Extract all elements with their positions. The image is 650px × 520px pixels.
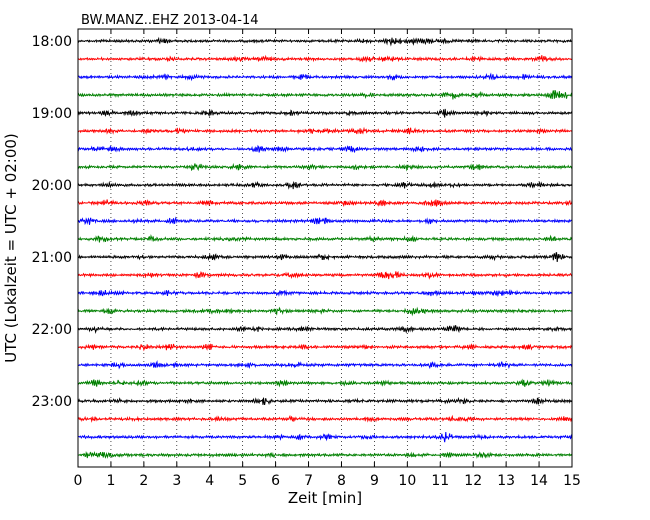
seismogram-trace [77,199,573,208]
seismogram-trace [77,108,573,118]
seismogram-trace [77,216,573,226]
x-tick-label: 9 [370,473,379,489]
seismogram-trace [77,289,573,298]
y-tick-label: 20:00 [32,178,72,194]
seismogram-trace [77,126,573,135]
seismogram-trace [77,144,573,154]
x-tick-label: 7 [304,473,313,489]
y-axis: 18:00 19:00 20:00 21:00 22:00 23:00 [32,34,572,410]
x-tick-label: 5 [238,473,247,489]
seismogram-trace [77,378,573,388]
plot-frame [77,28,573,468]
y-tick-label: 21:00 [32,250,72,266]
x-tick-label: 14 [530,473,548,489]
seismogram-trace [77,359,573,370]
trace-group [77,36,573,459]
x-tick-label: 4 [205,473,214,489]
x-tick-label: 8 [337,473,346,489]
x-axis: 0 1 2 3 4 5 6 7 8 9 10 11 12 13 14 15 [74,29,581,489]
x-axis-label: Zeit [min] [288,489,362,507]
seismogram-trace [77,396,573,405]
x-tick-label: 1 [106,473,115,489]
seismogram-trace [77,89,573,100]
y-tick-label: 19:00 [32,106,72,122]
seismogram-trace [77,414,573,423]
x-tick-label: 2 [139,473,148,489]
seismogram-trace [77,306,573,317]
seismogram-trace [77,251,573,263]
x-tick-label: 6 [271,473,280,489]
x-tick-label: 11 [431,473,449,489]
x-tick-label: 15 [563,473,581,489]
seismogram-trace [77,270,573,280]
x-tick-label: 13 [497,473,515,489]
x-tick-label: 10 [398,473,416,489]
seismogram-trace [77,72,573,82]
seismogram-trace [77,432,573,443]
y-tick-label: 23:00 [32,394,72,410]
chart-title: BW.MANZ..EHZ 2013-04-14 [81,13,259,28]
seismogram-trace [77,451,573,459]
seismogram-trace [77,180,573,190]
seismogram-trace [77,162,573,172]
x-tick-label: 3 [172,473,181,489]
x-tick-label: 0 [74,473,83,489]
y-tick-label: 22:00 [32,322,72,338]
x-tick-label: 12 [464,473,482,489]
seismogram-trace [77,36,572,47]
y-tick-label: 18:00 [32,34,72,50]
y-axis-label: UTC (Lokalzeit = UTC + 02:00) [2,133,20,363]
seismogram-trace [77,54,573,63]
seismogram-trace [77,343,573,352]
seismogram-trace [77,325,573,334]
seismogram-trace [77,234,573,243]
